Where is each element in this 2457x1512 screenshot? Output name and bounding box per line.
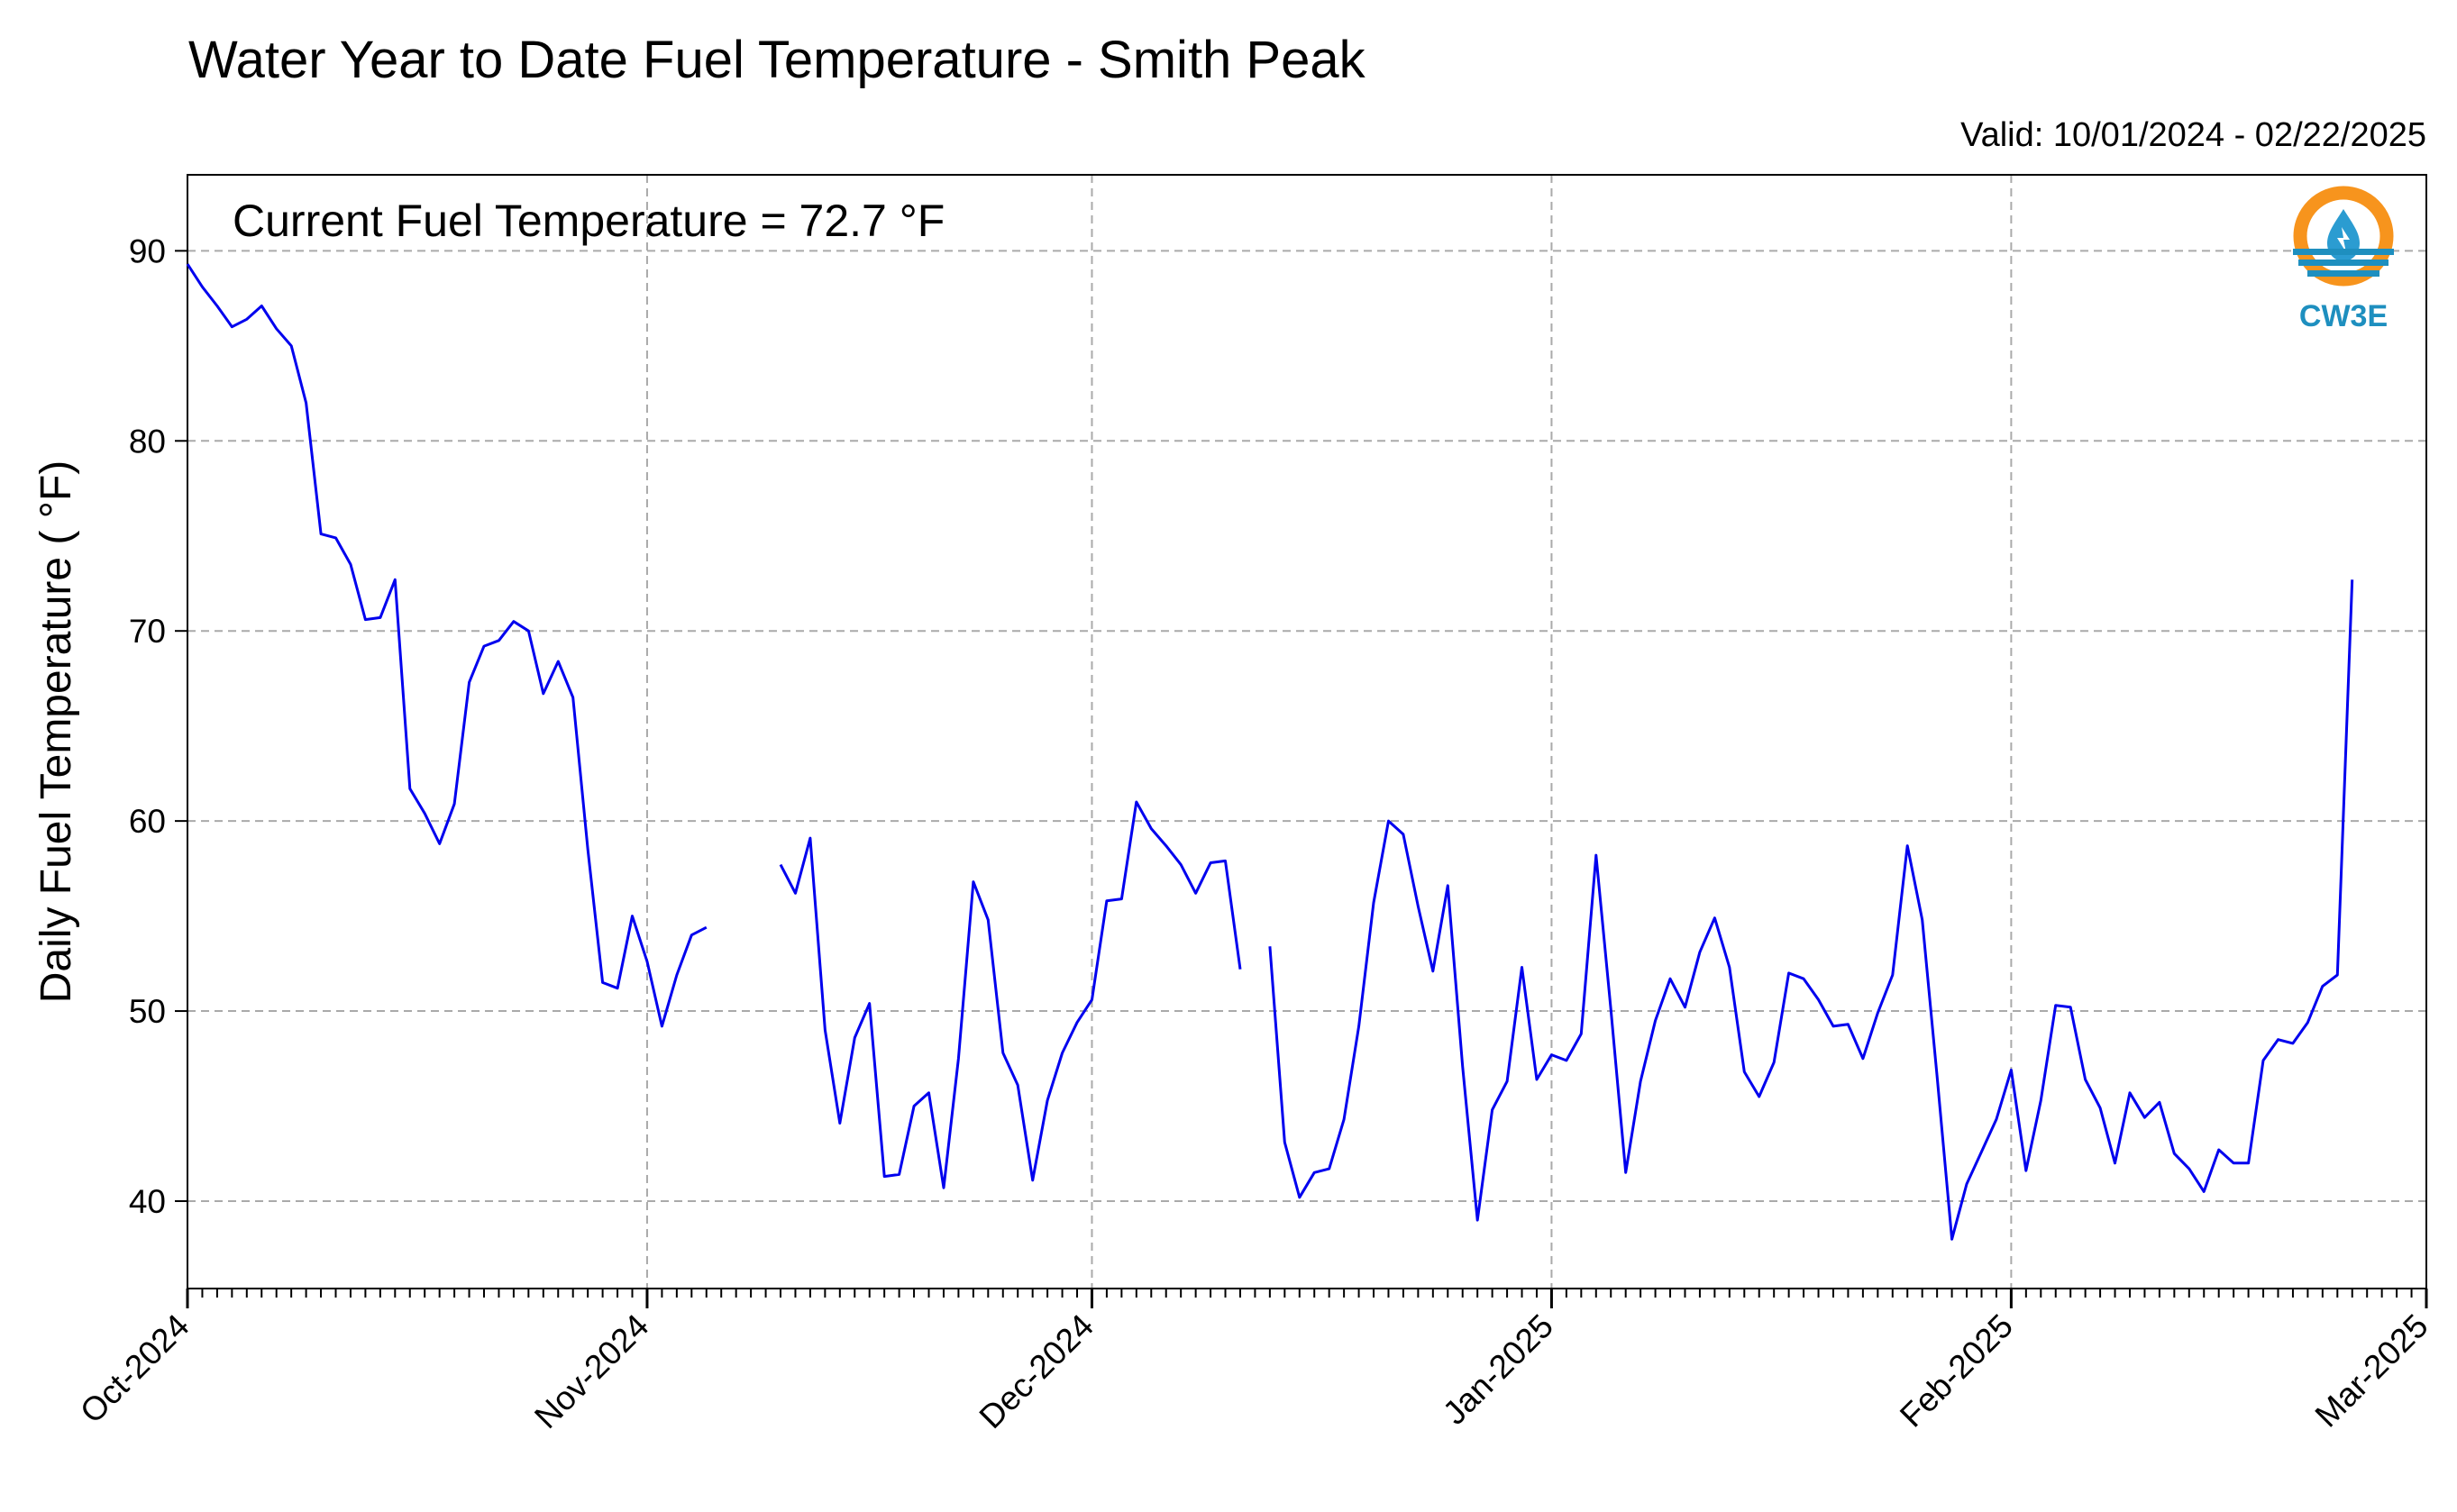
x-tick-label: Mar-2025 [2308,1307,2435,1435]
y-tick-label: 60 [129,803,166,840]
fuel-temperature-line-segment [779,800,1242,1189]
series-layer [186,263,2354,1241]
x-axis-ticks: Oct-2024 Nov-2024 Dec-2024 Jan-2025 Feb-2025… [73,1289,2435,1435]
logo-flame-mark [2337,227,2350,252]
x-tick-label: Dec-2024 [973,1307,1101,1435]
logo-wave-1 [2293,249,2394,255]
y-tick-label: 90 [129,232,166,269]
logo-wave-3 [2307,270,2379,277]
gridlines [187,175,2427,1289]
logo-ring [2293,186,2394,287]
current-fuel-temperature: Current Fuel Temperature = 72.7 °F [233,196,945,246]
y-tick-label: 70 [129,613,166,650]
fuel-temperature-line-segment [1268,579,2354,1241]
y-axis-ticks: 40 50 60 70 80 90 [129,232,187,1220]
cw3e-logo: CW3E [2293,186,2394,333]
x-tick-label: Nov-2024 [527,1307,655,1435]
y-tick-label: 50 [129,993,166,1030]
x-tick-label: Feb-2025 [1893,1307,2020,1435]
logo-wave-2 [2298,260,2388,266]
y-tick-label: 80 [129,423,166,460]
plot-frame [187,174,2427,1289]
x-tick-label: Jan-2025 [1436,1307,1560,1432]
x-tick-label: Oct-2024 [73,1307,196,1431]
fuel-temperature-line-segment [186,263,708,1028]
y-axis-label: Daily Fuel Temperature ( °F) [32,460,80,1003]
y-tick-label: 40 [129,1183,166,1220]
logo-text: CW3E [2299,299,2388,333]
chart-title: Water Year to Date Fuel Temperature - Sm… [188,31,1366,89]
valid-date-range: Valid: 10/01/2024 - 02/22/2025 [1960,116,2426,154]
